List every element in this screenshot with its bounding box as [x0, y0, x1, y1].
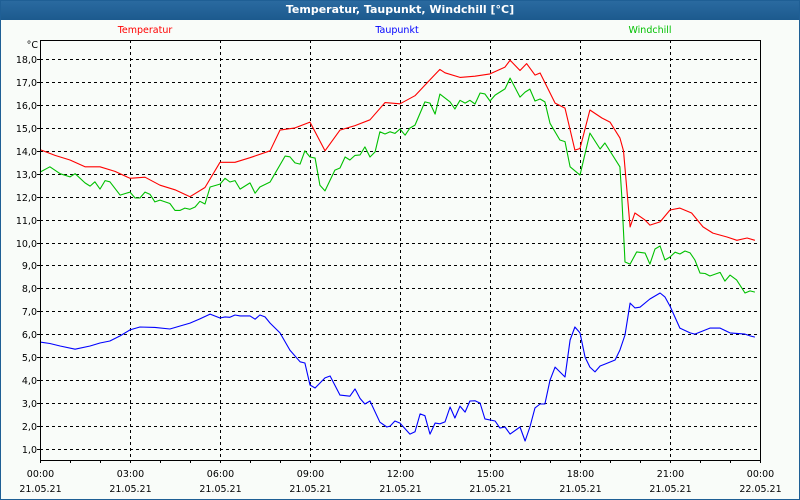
x-tick-time: 21:00 [657, 469, 684, 480]
y-tick-label: 5,0 [22, 353, 37, 364]
series-line-temperatur [39, 59, 756, 241]
x-tick-date: 21.05.21 [649, 484, 691, 495]
x-tick-date: 21.05.21 [289, 484, 331, 495]
y-tick-label: 16,0 [16, 101, 37, 112]
y-tick-label: 1,0 [22, 445, 37, 456]
y-tick-label: 12,0 [16, 193, 37, 204]
chart-title: Temperatur, Taupunkt, Windchill [°C] [1, 1, 799, 20]
x-tick-date: 21.05.21 [109, 484, 151, 495]
x-tick-time: 12:00 [387, 469, 414, 480]
x-tick-time: 00:00 [27, 469, 54, 480]
series-line-windchill [39, 77, 756, 294]
y-tick-label: 11,0 [16, 216, 37, 227]
y-tick-label: 14,0 [16, 147, 37, 158]
x-tick-time: 15:00 [477, 469, 504, 480]
plot-frame [40, 40, 761, 461]
x-tick-date: 21.05.21 [199, 484, 241, 495]
y-tick-label: 18,0 [16, 55, 37, 66]
y-tick-label: 13,0 [16, 170, 37, 181]
x-tick-date: 21.05.21 [469, 484, 511, 495]
y-tick-label: 6,0 [22, 330, 37, 341]
x-tick-date: 21.05.21 [559, 484, 601, 495]
x-tick-time: 18:00 [567, 469, 594, 480]
y-tick-label: 10,0 [16, 239, 37, 250]
x-tick-time: 09:00 [297, 469, 324, 480]
series-line-taupunkt [39, 292, 756, 442]
y-tick-label: 15,0 [16, 124, 37, 135]
x-tick-date: 21.05.21 [379, 484, 421, 495]
y-tick-label: 8,0 [22, 284, 37, 295]
x-tick-time: 03:00 [117, 469, 144, 480]
y-tick-label: 2,0 [22, 422, 37, 433]
y-tick-label: 17,0 [16, 78, 37, 89]
y-axis-unit: °C [27, 40, 39, 51]
y-tick-label: 9,0 [22, 261, 37, 272]
x-tick-time: 06:00 [207, 469, 234, 480]
x-tick-time: 00:00 [747, 469, 774, 480]
x-tick-date: 21.05.21 [19, 484, 61, 495]
x-tick-date: 22.05.21 [739, 484, 781, 495]
legend-windchill: Windchill [628, 25, 671, 36]
legend-taupunkt: Taupunkt [374, 25, 419, 36]
legend-temperatur: Temperatur [117, 25, 173, 36]
y-tick-label: 7,0 [22, 307, 37, 318]
y-tick-label: 3,0 [22, 399, 37, 410]
y-tick-label: 4,0 [22, 376, 37, 387]
